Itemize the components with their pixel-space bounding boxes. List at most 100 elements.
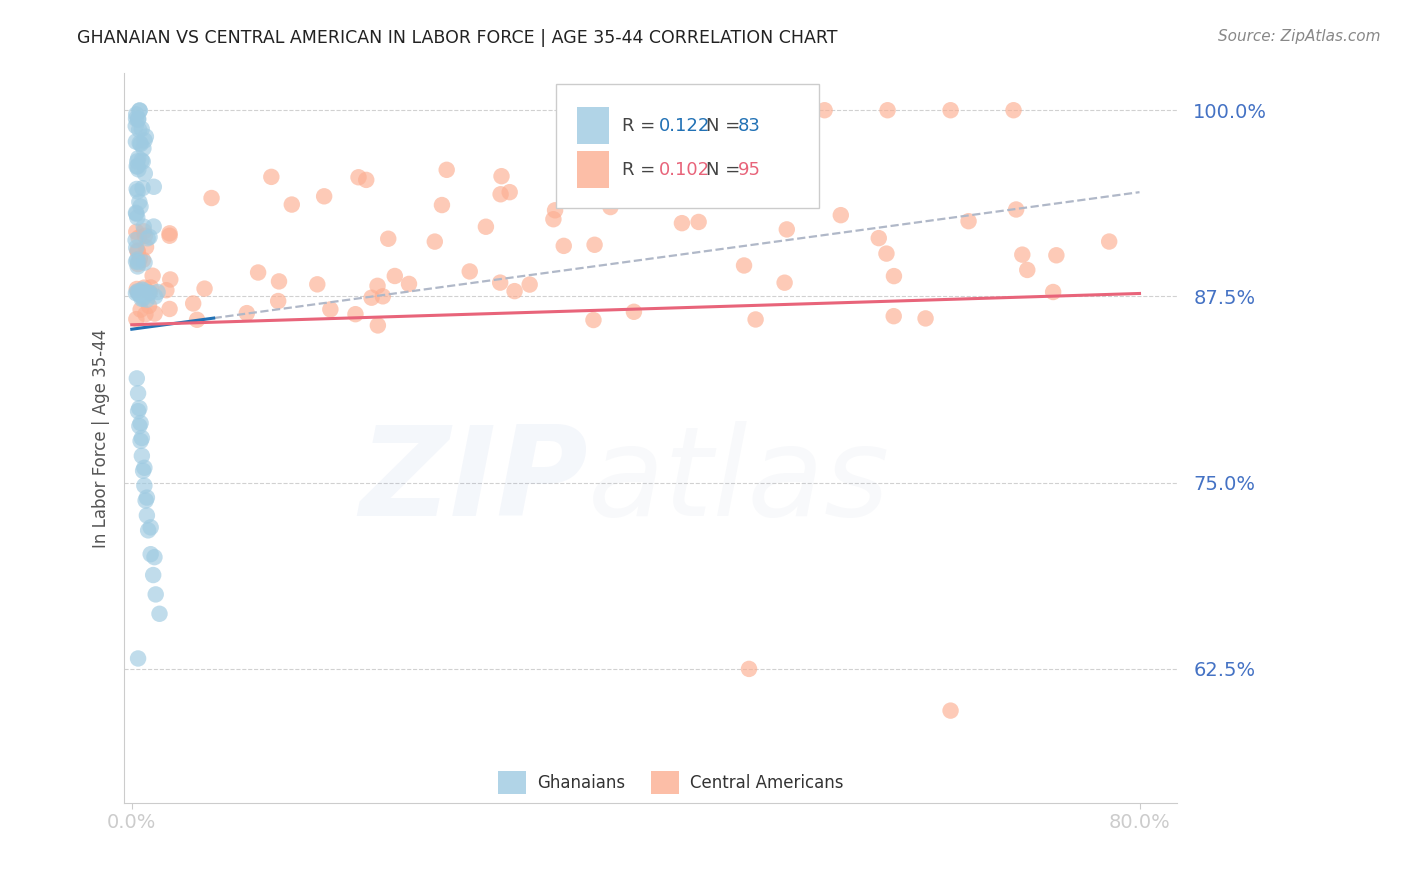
Point <box>125 282 148 296</box>
Point <box>125 286 148 301</box>
Point <box>135 493 157 508</box>
Point <box>142 219 165 234</box>
Point <box>148 607 170 621</box>
Point <box>281 197 304 211</box>
Point <box>583 237 606 252</box>
Point <box>125 254 148 268</box>
Point <box>868 231 890 245</box>
Point <box>267 293 290 308</box>
Point <box>135 508 157 523</box>
Point <box>247 266 270 280</box>
Point <box>744 312 766 326</box>
Point <box>134 280 156 294</box>
Point <box>135 129 157 144</box>
Point <box>127 386 149 401</box>
Point <box>430 198 453 212</box>
Point <box>125 107 148 121</box>
Point <box>314 189 336 203</box>
Point <box>127 160 149 174</box>
Point <box>159 272 181 286</box>
Point <box>127 211 149 225</box>
Point <box>131 431 153 445</box>
Point <box>131 153 153 168</box>
Point <box>883 269 905 284</box>
Point <box>159 301 181 316</box>
Point <box>124 233 146 247</box>
Point <box>367 278 389 293</box>
Text: Ghanaians: Ghanaians <box>537 773 626 791</box>
Point <box>939 103 962 118</box>
Point <box>131 122 153 136</box>
Point <box>1045 248 1067 262</box>
Point <box>159 227 181 241</box>
Point <box>367 318 389 333</box>
Point <box>125 225 148 239</box>
Point <box>319 302 342 317</box>
Point <box>131 288 153 302</box>
Point <box>134 167 156 181</box>
Point <box>1098 235 1121 249</box>
Point <box>236 306 259 320</box>
Point <box>125 371 148 385</box>
Point <box>134 478 156 492</box>
Point <box>127 404 149 418</box>
Point <box>125 206 148 220</box>
Point <box>475 219 498 234</box>
FancyBboxPatch shape <box>651 771 679 794</box>
Point <box>128 103 150 118</box>
Point <box>128 194 150 209</box>
Point <box>125 241 148 255</box>
Point <box>132 224 155 238</box>
Text: GHANAIAN VS CENTRAL AMERICAN IN LABOR FORCE | AGE 35-44 CORRELATION CHART: GHANAIAN VS CENTRAL AMERICAN IN LABOR FO… <box>77 29 838 47</box>
Point <box>127 244 149 258</box>
Point <box>436 162 458 177</box>
Point <box>128 401 150 416</box>
Point <box>142 568 165 582</box>
Point <box>127 252 149 267</box>
Point <box>384 268 406 283</box>
Point <box>143 307 166 321</box>
Point <box>129 302 152 317</box>
Point <box>543 212 565 227</box>
Text: Central Americans: Central Americans <box>690 773 844 791</box>
Point <box>139 280 162 294</box>
Point <box>503 284 526 298</box>
Point <box>132 464 155 478</box>
Point <box>1005 202 1028 217</box>
Point <box>129 200 152 214</box>
Point <box>139 547 162 561</box>
Point <box>136 524 159 538</box>
Point <box>138 230 160 244</box>
Point <box>1011 247 1033 261</box>
Point <box>132 141 155 155</box>
Point <box>135 491 157 505</box>
Text: Source: ZipAtlas.com: Source: ZipAtlas.com <box>1218 29 1381 45</box>
Point <box>127 112 149 127</box>
Point <box>181 296 204 310</box>
Point <box>307 277 329 292</box>
Point <box>138 285 160 300</box>
Point <box>776 222 799 236</box>
FancyBboxPatch shape <box>498 771 526 794</box>
Point <box>544 203 567 218</box>
Point <box>125 312 148 326</box>
Point <box>134 255 156 269</box>
Point <box>145 587 167 601</box>
Point <box>143 550 166 565</box>
FancyBboxPatch shape <box>576 107 609 144</box>
Point <box>127 286 149 301</box>
Point <box>914 311 936 326</box>
Point <box>136 285 159 300</box>
Point <box>125 112 148 126</box>
Point <box>128 252 150 266</box>
Point <box>876 103 898 118</box>
Point <box>688 215 710 229</box>
Point <box>773 276 796 290</box>
Point <box>883 309 905 323</box>
Point <box>128 136 150 150</box>
Point <box>347 170 370 185</box>
Point <box>142 179 165 194</box>
FancyBboxPatch shape <box>576 151 609 187</box>
Point <box>267 274 290 288</box>
Point <box>131 181 153 195</box>
